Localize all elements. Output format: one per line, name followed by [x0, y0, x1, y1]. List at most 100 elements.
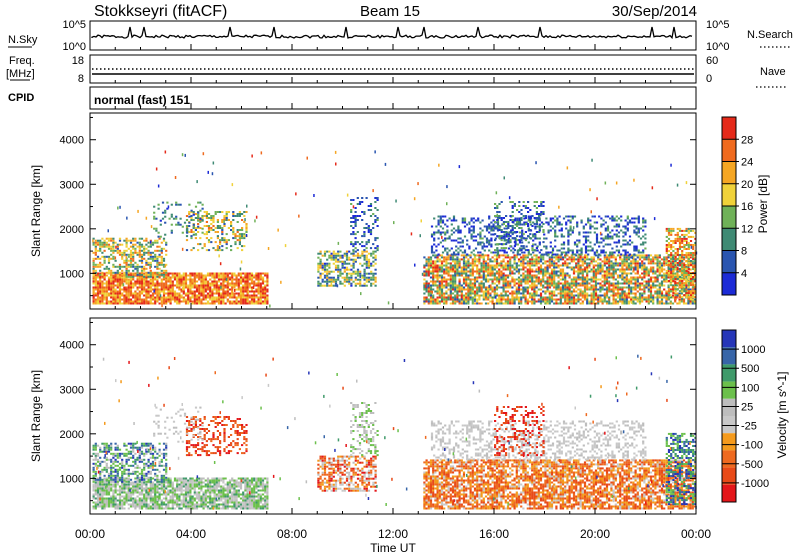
- echo-cell: [350, 243, 353, 246]
- echo-cell: [223, 217, 226, 219]
- echo-cell: [138, 243, 141, 246]
- echo-cell: [352, 199, 355, 201]
- echo-cell: [623, 270, 626, 273]
- nave-tick-bottom: 0: [706, 73, 712, 85]
- echo-cell: [572, 260, 576, 263]
- echo-cell: [195, 294, 199, 297]
- echo-cell: [649, 288, 653, 291]
- echo-cell: [160, 284, 163, 287]
- echo-cell: [660, 296, 664, 299]
- echo-cell: [447, 262, 450, 265]
- echo-cell: [440, 290, 444, 293]
- echo-cell: [92, 288, 95, 291]
- echo-cell: [330, 280, 333, 283]
- echo-cell: [467, 292, 470, 295]
- echo-cell: [581, 268, 584, 271]
- echo-cell: [559, 292, 562, 295]
- echo-cell: [509, 274, 512, 277]
- echo-cell: [693, 300, 697, 303]
- echo-cell: [520, 268, 523, 271]
- echo-cell: [215, 276, 218, 279]
- echo-cell: [210, 241, 213, 244]
- echo-cell: [191, 282, 194, 285]
- echo-cell: [167, 278, 170, 281]
- echo-cell: [452, 217, 456, 220]
- echo-cell: [575, 278, 578, 281]
- echo-cell: [608, 270, 611, 273]
- echo-cell: [588, 258, 591, 261]
- echo-cell: [481, 237, 484, 240]
- echo-cell: [129, 284, 133, 287]
- echo-cell: [522, 262, 525, 265]
- echo-cell: [195, 296, 199, 299]
- echo-cell: [579, 294, 582, 297]
- echo-cell: [242, 276, 245, 279]
- echo-cell: [583, 270, 587, 273]
- echo-cell: [193, 278, 196, 281]
- echo-cell: [457, 237, 460, 240]
- echo-cell: [138, 294, 141, 297]
- echo-cell: [623, 294, 626, 297]
- echo-cell: [458, 282, 461, 285]
- echo-cell: [592, 302, 595, 305]
- echo-cell: [498, 280, 501, 283]
- echo-cell: [502, 302, 505, 305]
- echo-cell: [605, 262, 609, 265]
- echo-cell: [356, 197, 359, 199]
- echo-cell: [641, 260, 644, 263]
- echo-cell: [94, 284, 97, 287]
- echo-cell: [476, 280, 479, 283]
- echo-cell: [429, 260, 433, 263]
- echo-cell: [502, 282, 505, 285]
- echo-cell: [425, 268, 428, 271]
- echo-cell: [538, 223, 541, 226]
- echo-cell: [171, 272, 174, 275]
- echo-cell: [487, 288, 490, 291]
- echo-cell: [506, 260, 510, 263]
- echo-cell: [244, 276, 247, 279]
- echo-cell: [177, 221, 180, 224]
- echo-cell: [603, 262, 606, 265]
- echo-cell: [99, 276, 102, 279]
- echo-cell: [446, 231, 449, 234]
- echo-cell: [143, 251, 146, 254]
- echo-cell: [112, 243, 115, 246]
- echo-cell: [112, 249, 115, 252]
- echo-cell: [498, 286, 501, 289]
- echo-cell: [221, 233, 224, 236]
- echo-cell: [350, 225, 353, 227]
- echo-cell: [180, 282, 183, 285]
- echo-cell: [350, 264, 353, 267]
- echo-cell: [136, 298, 139, 301]
- echo-cell: [352, 215, 355, 217]
- echo-cell: [522, 258, 525, 261]
- echo-cell: [134, 249, 137, 252]
- echo-cell: [234, 215, 237, 217]
- echo-cell: [505, 251, 508, 254]
- echo-cell: [255, 272, 258, 275]
- echo-cell: [547, 221, 550, 224]
- echo-cell: [535, 278, 538, 281]
- echo-cell: [634, 278, 637, 281]
- echo-cell: [96, 276, 100, 279]
- echo-cell: [557, 302, 560, 305]
- echo-cell: [365, 278, 368, 281]
- echo-cell: [105, 292, 108, 295]
- echo-cell: [522, 276, 525, 279]
- echo-cell: [356, 252, 360, 255]
- echo-cell: [654, 278, 657, 281]
- echo-cell: [532, 239, 535, 242]
- echo-cell: [160, 290, 163, 293]
- echo-cell: [479, 243, 482, 246]
- echo-cell: [233, 300, 236, 303]
- echo-cell: [352, 221, 355, 223]
- echo-cell: [667, 256, 670, 259]
- echo-cell: [261, 278, 265, 281]
- echo-cell: [480, 286, 483, 289]
- echo-cell: [136, 300, 139, 303]
- echo-cell: [158, 237, 161, 240]
- echo-cell: [438, 284, 441, 287]
- echo-cell: [190, 229, 193, 231]
- echo-cell: [253, 280, 256, 283]
- echo-cell: [671, 296, 675, 299]
